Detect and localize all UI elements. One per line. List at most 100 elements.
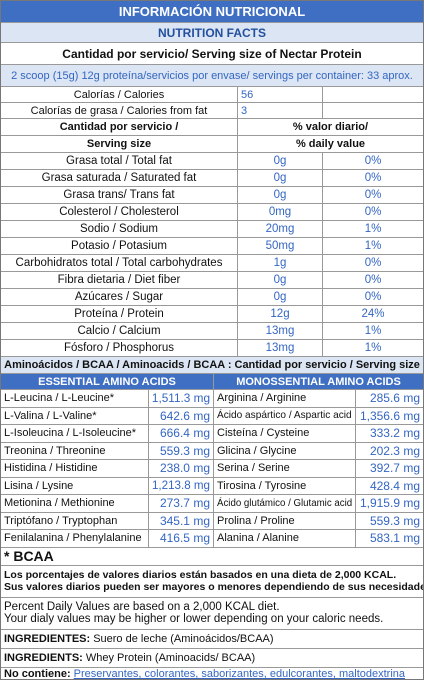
nutrient-row: Azúcares / Sugar 0g 0% bbox=[1, 289, 423, 306]
title-text: INFORMACIÓN NUTRICIONAL bbox=[1, 1, 423, 22]
amino-value: 1,511.3 mg bbox=[149, 390, 214, 407]
nutrient-header-left-text: Cantidad por servicio / bbox=[59, 121, 179, 133]
ingredientes-row: INGREDIENTES: Suero de leche (Aminoácidos… bbox=[1, 630, 423, 649]
bcaa-note-text: * BCAA bbox=[4, 548, 54, 564]
nutrient-name: Fósforo / Phosphorus bbox=[1, 340, 238, 356]
nutrient-name-text: Calcio / Calcium bbox=[77, 325, 161, 337]
amino-header-text: MONOSSENTIAL AMINO ACIDS bbox=[236, 375, 401, 388]
nutrient-dv: 0% bbox=[323, 153, 423, 169]
amino-value-text: 583.1 mg bbox=[369, 531, 420, 546]
nutrient-dv-text: 0% bbox=[364, 291, 382, 303]
nutrient-amount-text: 20mg bbox=[265, 223, 295, 235]
amino-name-text: Glicina / Glycine bbox=[217, 444, 297, 457]
subtitle: NUTRITION FACTS bbox=[1, 23, 423, 43]
nutrient-dv: 1% bbox=[323, 323, 423, 339]
title: INFORMACIÓN NUTRICIONAL bbox=[1, 1, 423, 23]
nutrient-name-text: Grasa total / Total fat bbox=[66, 155, 172, 167]
text: Preservantes, colorantes, saborizantes, … bbox=[73, 668, 406, 680]
ingredients-cell: INGREDIENTS: Whey Protein (Aminoacids/ BC… bbox=[1, 649, 423, 667]
amino-value-text: 642.6 mg bbox=[159, 408, 210, 423]
amino-value-text: 273.7 mg bbox=[159, 496, 210, 511]
amino-value-text: 416.5 mg bbox=[159, 531, 210, 546]
amino-name-text: L-Isoleucina / L-Isoleucine* bbox=[4, 427, 137, 440]
calorie-value: 56 bbox=[238, 87, 323, 102]
note-line: Los porcentajes de valores diarios están… bbox=[4, 569, 397, 581]
amino-name-text: Alanina / Alanine bbox=[217, 532, 299, 545]
calorie-value-text: 56 bbox=[241, 88, 254, 101]
nutrient-dv-text: 1% bbox=[364, 342, 382, 354]
nutrient-row: Colesterol / Cholesterol 0mg 0% bbox=[1, 204, 423, 221]
amino-name: Ácido aspártico / Aspartic acid bbox=[214, 407, 356, 424]
nutrient-amount: 0g bbox=[238, 187, 323, 203]
nutrient-name-text: Colesterol / Cholesterol bbox=[59, 206, 179, 218]
amino-value-text: 1,213.8 mg bbox=[151, 479, 210, 493]
nutrient-header-left: Serving size bbox=[1, 136, 238, 152]
note-line: Percent Daily Values are based on a 2,00… bbox=[4, 601, 280, 613]
label: INGREDIENTS: bbox=[4, 651, 83, 664]
subtitle-text-text: NUTRITION FACTS bbox=[158, 25, 266, 40]
amino-value-text: 333.2 mg bbox=[369, 426, 420, 441]
amino-title: Aminoácidos / BCAA / Aminoacids / BCAA :… bbox=[1, 357, 423, 374]
nutrient-name: Grasa trans/ Trans fat bbox=[1, 187, 238, 203]
nutrient-name: Potasio / Potasium bbox=[1, 238, 238, 254]
nutrient-name: Grasa saturada / Saturated fat bbox=[1, 170, 238, 186]
notes-es: Los porcentajes de valores diarios están… bbox=[1, 566, 423, 598]
nutrient-amount-text: 13mg bbox=[265, 342, 295, 354]
nutrient-name: Sodio / Sodium bbox=[1, 221, 238, 237]
amino-row: L-Valina / L-Valine* 642.6 mg Ácido aspárt… bbox=[1, 407, 423, 425]
nutrient-amount: 20mg bbox=[238, 221, 323, 237]
serving-title: Cantidad por servicio/ Serving size of N… bbox=[1, 43, 423, 65]
no_contiene-cell: No contiene: Preservantes, colorantes, sa… bbox=[1, 668, 423, 680]
amino-name-text: Prolina / Proline bbox=[217, 514, 295, 527]
nutrient-row: Fibra dietaria / Diet fiber 0g 0% bbox=[1, 272, 423, 289]
amino-row: L-Leucina / L-Leucine* 1,511.3 mg Arginina… bbox=[1, 390, 423, 408]
amino-name: Glicina / Glycine bbox=[214, 442, 356, 459]
amino-value: 238.0 mg bbox=[149, 460, 214, 477]
nutrient-dv: 24% bbox=[323, 306, 423, 322]
amino-value: 428.4 mg bbox=[356, 478, 423, 495]
nutrient-amount: 0g bbox=[238, 289, 323, 305]
amino-name: Arginina / Arginine bbox=[214, 390, 356, 407]
nutrient-header-left: Cantidad por servicio / bbox=[1, 119, 238, 135]
empty-cell bbox=[323, 87, 423, 102]
amino-row: Fenilalanina / Phenylalanine 416.5 mg Alan… bbox=[1, 530, 423, 548]
nutrient-dv-text: 1% bbox=[364, 223, 382, 235]
amino-name-text: Ácido aspártico / Aspartic acid bbox=[217, 410, 352, 422]
nutrient-dv: 0% bbox=[323, 272, 423, 288]
nutrient-dv-text: 1% bbox=[364, 240, 382, 252]
amino-name-text: L-Valina / L-Valine* bbox=[4, 409, 97, 422]
nutrient-name-text: Fibra dietaria / Diet fiber bbox=[57, 274, 181, 286]
note-line: Your dialy values may be higher or lower… bbox=[4, 613, 384, 625]
nutrient-amount: 0g bbox=[238, 272, 323, 288]
nutrient-name: Carbohidratos total / Total carbohydrate… bbox=[1, 255, 238, 271]
amino-row: Lisina / Lysine 1,213.8 mg Tirosina / Tyro… bbox=[1, 477, 423, 495]
nutrient-name-text: Sodio / Sodium bbox=[80, 223, 158, 235]
nutrient-amount: 12g bbox=[238, 306, 323, 322]
nutrient-name-text: Carbohidratos total / Total carbohydrate… bbox=[15, 257, 223, 269]
amino-value-text: 428.4 mg bbox=[369, 478, 420, 493]
nutrient-row: Grasa trans/ Trans fat 0g 0% bbox=[1, 187, 423, 204]
no-contiene-row: No contiene: Preservantes, colorantes, sa… bbox=[1, 668, 423, 680]
ingredientes-cell: INGREDIENTES: Suero de leche (Aminoácidos… bbox=[1, 630, 423, 648]
amino-value: 559.3 mg bbox=[356, 513, 423, 530]
nutrient-name: Colesterol / Cholesterol bbox=[1, 204, 238, 220]
amino-name-text: Lisina / Lysine bbox=[4, 479, 74, 492]
nutrient-amount-text: 0g bbox=[273, 274, 287, 286]
nutrient-amount-text: 13mg bbox=[265, 325, 295, 337]
nutrient-amount-text: 0g bbox=[273, 155, 287, 167]
amino-value: 1,915.9 mg bbox=[356, 495, 423, 512]
nutrient-row: Sodio / Sodium 20mg 1% bbox=[1, 221, 423, 238]
amino-name: Fenilalanina / Phenylalanine bbox=[1, 530, 149, 547]
subtitle-text: NUTRITION FACTS bbox=[1, 23, 423, 42]
nutrient-amount: 0mg bbox=[238, 204, 323, 220]
calorie-label: Calorías de grasa / Calories from fat bbox=[1, 103, 238, 118]
nutrient-amount: 1g bbox=[238, 255, 323, 271]
calorie-row: Calorías de grasa / Calories from fat 3 bbox=[1, 103, 423, 119]
calorie-label-text: Calorías de grasa / Calories from fat bbox=[30, 104, 208, 117]
nutrient-dv: 1% bbox=[323, 238, 423, 254]
amino-value: 666.4 mg bbox=[149, 425, 214, 442]
amino-name-text: Histidina / Histidine bbox=[4, 462, 98, 475]
amino-header-row: ESSENTIAL AMINO ACIDS MONOSSENTIAL AMINO … bbox=[1, 374, 423, 390]
amino-title-text: Aminoácidos / BCAA / Aminoacids / BCAA :… bbox=[1, 357, 423, 373]
